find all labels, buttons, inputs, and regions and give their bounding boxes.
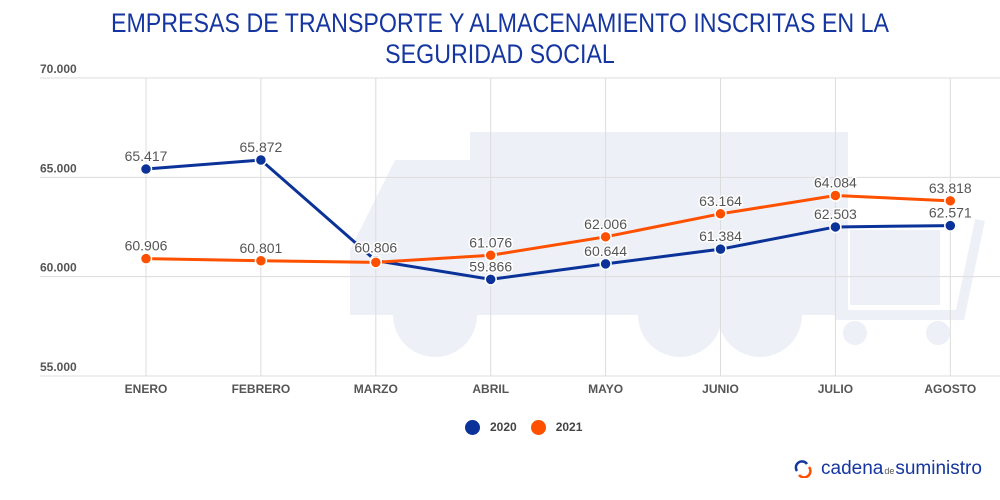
data-point-2021[interactable] (254, 254, 268, 268)
x-tick-label: ENERO (125, 382, 168, 396)
data-point-2020[interactable] (254, 153, 268, 167)
series-line-2021 (145, 194, 951, 264)
x-tick-label: JULIO (818, 382, 853, 396)
y-tick-label: 60.000 (40, 261, 77, 275)
data-label-2021: 60.906 (125, 238, 168, 254)
data-point-2021[interactable] (139, 252, 153, 265)
data-point-2020[interactable] (139, 162, 153, 176)
data-label-2021: 64.084 (814, 175, 857, 191)
data-point-2021[interactable] (599, 230, 612, 244)
data-label-2020: 62.503 (814, 206, 857, 222)
legend: 2020 2021 (465, 420, 582, 436)
legend-item-2021[interactable]: 2021 (530, 420, 582, 436)
data-point-2021[interactable] (369, 256, 383, 269)
x-tick-label: AGOSTO (924, 382, 976, 396)
x-tick-label: JUNIO (702, 382, 739, 396)
legend-item-2020[interactable]: 2020 (465, 420, 517, 436)
logo: cadena de suministro (793, 458, 982, 480)
data-point-2021[interactable] (829, 189, 842, 202)
data-label-2021: 63.164 (699, 193, 742, 209)
data-point-2020[interactable] (714, 242, 727, 256)
y-tick-label: 70.000 (40, 62, 77, 76)
data-point-2021[interactable] (484, 249, 497, 262)
data-label-2021: 61.076 (469, 234, 512, 250)
data-point-2020[interactable] (599, 257, 612, 271)
data-label-2020: 60.644 (584, 243, 627, 259)
data-point-2020[interactable] (829, 220, 842, 234)
data-label-2020: 61.384 (699, 228, 742, 244)
series-line-2020 (145, 158, 951, 281)
data-point-2020[interactable] (944, 219, 957, 232)
chart-title: EMPRESAS DE TRANSPORTE Y ALMACENAMIENTO … (110, 8, 890, 69)
x-tick-label: FEBRERO (232, 382, 291, 396)
data-label-2021: 63.818 (929, 180, 972, 196)
data-point-2020[interactable] (484, 273, 497, 286)
data-label-2020: 60.806 (354, 240, 397, 256)
data-label-2020: 65.872 (239, 139, 282, 155)
data-label-2020: 59.866 (469, 258, 512, 274)
x-tick-label: MAYO (588, 382, 623, 396)
x-tick-label: MARZO (354, 382, 398, 396)
data-label-2020: 62.571 (929, 205, 972, 221)
data-point-2021[interactable] (944, 194, 957, 208)
y-tick-label: 55.000 (40, 360, 77, 374)
data-label-2020: 65.417 (125, 148, 168, 164)
data-label-2021: 62.006 (584, 216, 627, 232)
refresh-arrows-icon (794, 460, 812, 478)
data-point-2021[interactable] (714, 207, 727, 221)
y-tick-label: 65.000 (40, 161, 77, 175)
x-tick-label: ABRIL (472, 382, 509, 396)
data-label-2021: 60.801 (239, 240, 282, 256)
truck-watermark (350, 132, 985, 357)
